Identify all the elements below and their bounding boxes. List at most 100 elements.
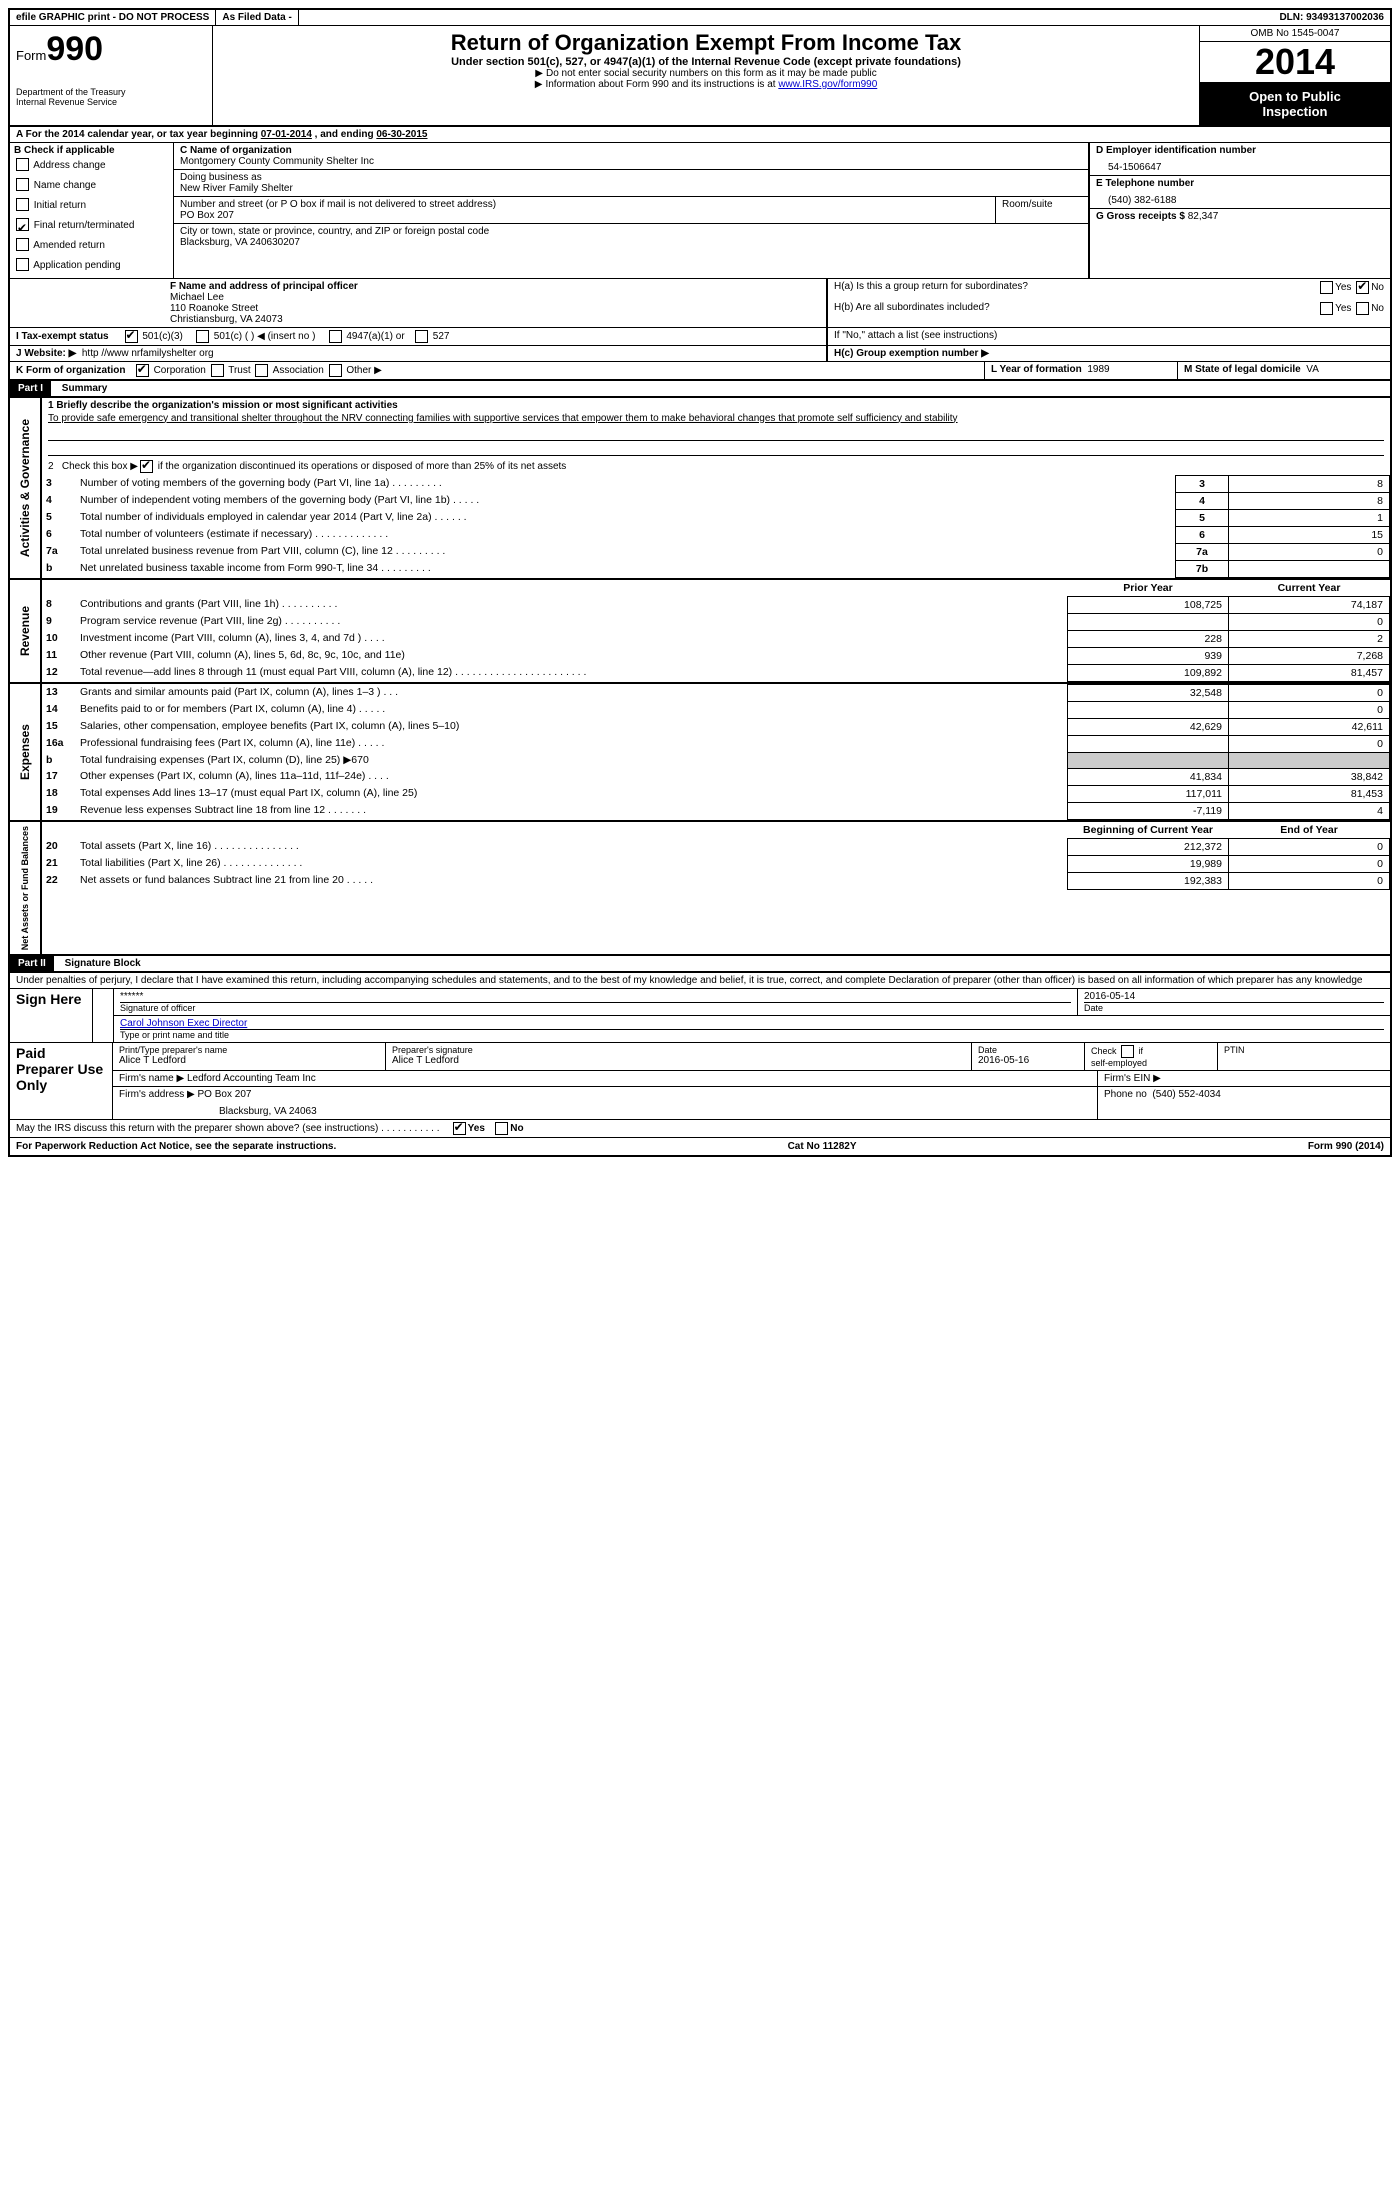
officer-city: Christiansburg, VA 24073: [170, 314, 820, 325]
firm-phone: (540) 552-4034: [1152, 1089, 1220, 1100]
expenses-content: 13Grants and similar amounts paid (Part …: [42, 684, 1390, 822]
firm-ein-label: Firm's EIN ▶: [1104, 1073, 1161, 1084]
checkbox-icon[interactable]: [16, 178, 29, 191]
prior-val: 117,011: [1068, 785, 1229, 802]
revenue-table: Prior Year Current Year 8Contributions a…: [42, 580, 1390, 682]
checkbox-icon[interactable]: [16, 258, 29, 271]
line-2-text-a: 2 Check this box ▶: [48, 461, 138, 472]
row-i-label: I Tax-exempt status: [16, 331, 109, 342]
preparer-row-1: Print/Type preparer's name Alice T Ledfo…: [113, 1043, 1390, 1071]
part-i-header-row: Part I Summary: [10, 379, 1390, 398]
website-cell: J Website: ▶ http //www nrfamilyshelter …: [10, 346, 828, 361]
table-head-row: Prior Year Current Year: [42, 580, 1390, 597]
expenses-table: 13Grants and similar amounts paid (Part …: [42, 684, 1390, 820]
curr-val: 7,268: [1229, 647, 1390, 664]
firm-addr-label: Firm's address ▶: [119, 1089, 195, 1100]
line-desc: Number of voting members of the governin…: [76, 475, 1176, 492]
sign-here-block: Sign Here ****** Signature of officer 20…: [10, 989, 1390, 1043]
checkbox-icon[interactable]: [140, 460, 153, 473]
checkbox-icon[interactable]: [1320, 281, 1333, 294]
open-line-2: Inspection: [1206, 104, 1384, 119]
chk-label: Initial return: [34, 200, 86, 211]
perjury-statement: Under penalties of perjury, I declare th…: [10, 973, 1390, 989]
head-prior: Prior Year: [1068, 580, 1229, 597]
no-label: No: [1371, 282, 1384, 293]
col-c: C Name of organization Montgomery County…: [174, 143, 1090, 278]
sign-here-content: ****** Signature of officer 2016-05-14 D…: [114, 989, 1390, 1042]
line-num: 19: [42, 802, 76, 819]
sig-stars: ******: [120, 991, 1071, 1002]
checkbox-icon[interactable]: [16, 218, 29, 231]
checkbox-icon[interactable]: [1356, 302, 1369, 315]
line-num: 17: [42, 768, 76, 785]
side-revenue: Revenue: [10, 580, 42, 684]
line-desc: Total assets (Part X, line 16) . . . . .…: [76, 838, 1068, 855]
checkbox-icon[interactable]: [211, 364, 224, 377]
curr-val: 42,611: [1229, 718, 1390, 735]
city-value: Blacksburg, VA 240630207: [180, 237, 1082, 248]
line-desc: Total number of individuals employed in …: [76, 509, 1176, 526]
checkbox-icon[interactable]: [16, 238, 29, 251]
checkbox-icon[interactable]: [495, 1122, 508, 1135]
prior-val: [1068, 613, 1229, 630]
line-box: 3: [1176, 475, 1229, 492]
line-desc: Benefits paid to or for members (Part IX…: [76, 701, 1068, 718]
open-inspection-badge: Open to Public Inspection: [1200, 83, 1390, 125]
line-num: 12: [42, 664, 76, 681]
checkbox-icon[interactable]: [453, 1122, 466, 1135]
header-right: OMB No 1545-0047 2014 Open to Public Ins…: [1200, 26, 1390, 125]
prior-val: 41,834: [1068, 768, 1229, 785]
checkbox-icon[interactable]: [329, 364, 342, 377]
row-a-begin-date: 07-01-2014: [261, 129, 312, 140]
table-row: bNet unrelated business taxable income f…: [42, 560, 1390, 577]
checkbox-icon[interactable]: [16, 198, 29, 211]
part-ii-header-row: Part II Signature Block: [10, 954, 1390, 973]
form-990-page: efile GRAPHIC print - DO NOT PROCESS As …: [8, 8, 1392, 1157]
curr-val: 2: [1229, 630, 1390, 647]
omb-number: OMB No 1545-0047: [1200, 26, 1390, 42]
room-label: Room/suite: [1002, 199, 1082, 210]
checkbox-icon[interactable]: [196, 330, 209, 343]
opt-label: 501(c) ( ) ◀ (insert no ): [214, 331, 316, 342]
line-1: 1 Briefly describe the organization's mi…: [42, 398, 1390, 458]
officer-name-link[interactable]: Carol Johnson Exec Director: [120, 1018, 247, 1029]
h-b-row: H(b) Are all subordinates included? Yes …: [834, 302, 1384, 315]
identity-block: B Check if applicable Address change Nam…: [10, 143, 1390, 279]
checkbox-icon[interactable]: [1356, 281, 1369, 294]
checkbox-icon[interactable]: [329, 330, 342, 343]
table-row: 17Other expenses (Part IX, column (A), l…: [42, 768, 1390, 785]
chk-initial-return: Initial return: [14, 196, 169, 216]
checkbox-icon[interactable]: [125, 330, 138, 343]
dba-name: New River Family Shelter: [180, 183, 1082, 194]
table-row: 19Revenue less expenses Subtract line 18…: [42, 802, 1390, 819]
checkbox-icon[interactable]: [255, 364, 268, 377]
checkbox-icon[interactable]: [1121, 1045, 1134, 1058]
table-row: 9Program service revenue (Part VIII, lin…: [42, 613, 1390, 630]
mission-text: To provide safe emergency and transition…: [48, 411, 1384, 426]
checkbox-icon[interactable]: [16, 158, 29, 171]
line-val: 0: [1229, 543, 1390, 560]
lines-3-7: 3Number of voting members of the governi…: [42, 475, 1390, 578]
line-num: 22: [42, 872, 76, 889]
h-c-row: H(c) Group exemption number ▶: [828, 346, 1390, 361]
state-domicile-value: VA: [1306, 364, 1319, 375]
net-assets-section: Net Assets or Fund Balances Beginning of…: [10, 822, 1390, 954]
table-row: 15Salaries, other compensation, employee…: [42, 718, 1390, 735]
line-box: 7b: [1176, 560, 1229, 577]
checkbox-icon[interactable]: [415, 330, 428, 343]
checkbox-icon[interactable]: [1320, 302, 1333, 315]
line-num: 20: [42, 838, 76, 855]
head-beginning: Beginning of Current Year: [1068, 822, 1229, 839]
prep-sig-label: Preparer's signature: [392, 1045, 965, 1055]
checkbox-icon[interactable]: [136, 364, 149, 377]
line-num: b: [42, 560, 76, 577]
part-ii-title: Signature Block: [57, 958, 141, 969]
opt-label: Trust: [228, 365, 250, 376]
h-a-row: H(a) Is this a group return for subordin…: [834, 281, 1384, 294]
line-2: 2 Check this box ▶ if the organization d…: [42, 458, 1390, 475]
line-num: 8: [42, 596, 76, 613]
instructions-link[interactable]: www.IRS.gov/form990: [778, 79, 877, 90]
as-filed-label: As Filed Data -: [216, 10, 298, 25]
table-row: 4Number of independent voting members of…: [42, 492, 1390, 509]
prior-val: [1068, 701, 1229, 718]
